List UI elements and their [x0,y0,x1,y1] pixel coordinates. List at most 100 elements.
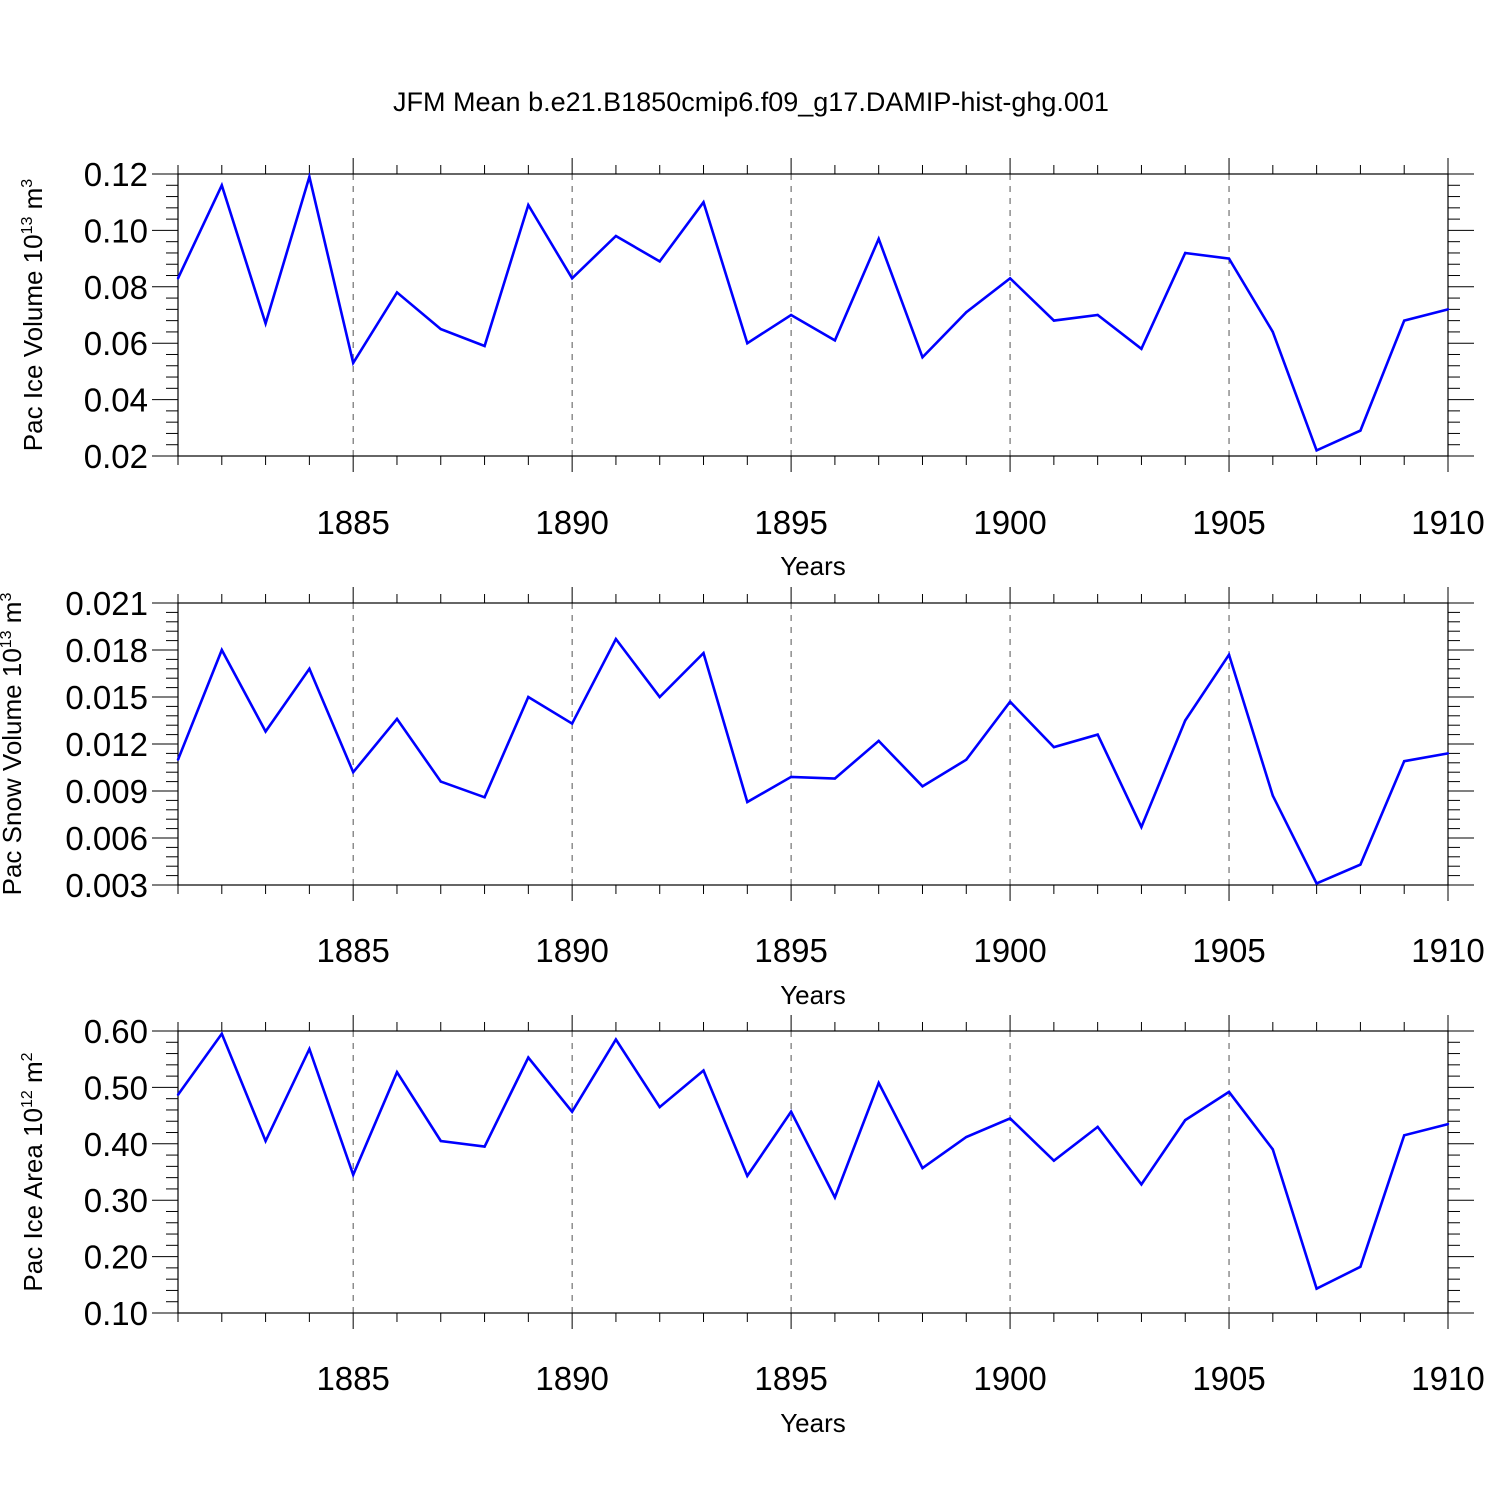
data-point [1184,719,1187,722]
data-point [1403,1134,1406,1137]
data-point [877,237,880,241]
y-tick-label: 0.04 [84,382,148,419]
data-point [1184,251,1187,255]
data-point [658,260,661,263]
data-point [1271,1148,1275,1151]
data-point [527,1056,530,1059]
panel-1: 0.02 0.04 0.06 0.08 0.10 0.12 1885 1890 1895 1900… [18,156,1485,581]
x-tick-label: 1900 [973,504,1046,541]
y-tick-label: 0.20 [84,1239,148,1276]
x-tick-label: 1905 [1192,1360,1265,1397]
data-point [702,201,705,204]
data-point [1052,319,1056,322]
data-point [1446,1122,1450,1126]
y-tick-label: 0.12 [84,156,148,193]
data-point [1184,1118,1187,1122]
data-point [702,651,705,655]
x-tick-label: 1885 [316,504,389,541]
y-tick-label: 0.08 [84,269,148,306]
data-point [965,1135,968,1139]
data-point [483,1145,486,1148]
plot-frame [177,1030,1449,1314]
series-line [176,171,1449,453]
data-point [1008,700,1012,703]
data-point [921,356,924,359]
x-axis-label: Years [780,980,846,1010]
data-point [176,758,180,761]
data-point [1227,653,1231,656]
data-point [351,1173,355,1177]
data-point [527,695,530,699]
y-axis-label: Pac Ice Volume 1013 m3 [18,179,48,452]
data-point [1140,825,1143,829]
x-tick-label: 1900 [973,1360,1046,1397]
data-point [570,722,574,725]
data-point [1096,313,1099,317]
plot-frame [177,173,1449,457]
y-tick-label: 0.012 [65,726,148,763]
x-axis-label: Years [780,1408,846,1438]
x-tick-label: 1885 [316,932,389,969]
y-tick-label: 0.30 [84,1182,148,1219]
x-tick-label: 1890 [535,1360,608,1397]
data-point [833,777,837,780]
data-point [308,175,311,179]
data-point [570,277,574,280]
data-point [702,1069,705,1072]
data-point [220,1032,223,1036]
data-point [1052,745,1056,749]
x-tick-label: 1895 [754,504,827,541]
data-point [921,1166,924,1170]
data-point [1052,1159,1056,1162]
data-point [746,800,749,804]
x-tick-label: 1900 [973,932,1046,969]
x-tick-label: 1905 [1192,504,1265,541]
data-point [439,780,442,783]
data-point [789,313,793,317]
x-tick-label: 1895 [754,1360,827,1397]
data-point [614,234,618,238]
data-point [965,310,968,314]
data-point [614,637,618,641]
data-point [264,730,267,733]
data-point [1271,794,1275,797]
series-line [176,1031,1449,1291]
data-point [1446,752,1450,755]
data-point [921,785,924,788]
y-tick-label: 0.02 [84,438,148,475]
data-point [1359,429,1362,432]
ylabel-part: 12 [19,1090,36,1108]
data-point [746,342,749,345]
data-point [1315,449,1318,452]
data-point [351,361,355,365]
plot-frame [177,602,1449,886]
data-point [176,277,180,280]
y-tick-label: 0.10 [84,1295,148,1332]
data-point [833,339,837,342]
x-tick-label: 1910 [1411,504,1484,541]
data-point [1140,347,1143,351]
ylabel-part: 13 [19,216,36,234]
data-point [483,796,486,799]
data-point [351,771,355,774]
x-tick-label: 1890 [535,504,608,541]
x-tick-label: 1910 [1411,1360,1484,1397]
y-tick-label: 0.40 [84,1126,148,1163]
ylabel-part: Pac Ice Volume 10 [18,234,48,451]
y-tick-label: 0.015 [65,679,148,716]
y-tick-label: 0.009 [65,773,148,810]
ylabel-part: m [0,602,27,631]
data-point [877,739,880,743]
data-point [308,1047,311,1051]
ylabel-part: 2 [19,1052,36,1061]
ylabel-part: 3 [0,593,15,602]
data-point [1315,1287,1318,1290]
panel-2: 0.003 0.006 0.009 0.012 0.015 0.018 0.021 1885 1… [0,585,1485,1010]
x-axis-label: Years [780,551,846,581]
data-point [1140,1183,1143,1186]
y-axis-label: Pac Snow Volume 1013 m3 [0,593,27,896]
data-point [1227,257,1231,260]
y-tick-label: 0.60 [84,1013,148,1050]
x-tick-label: 1885 [316,1360,389,1397]
x-tick-label: 1910 [1411,932,1484,969]
